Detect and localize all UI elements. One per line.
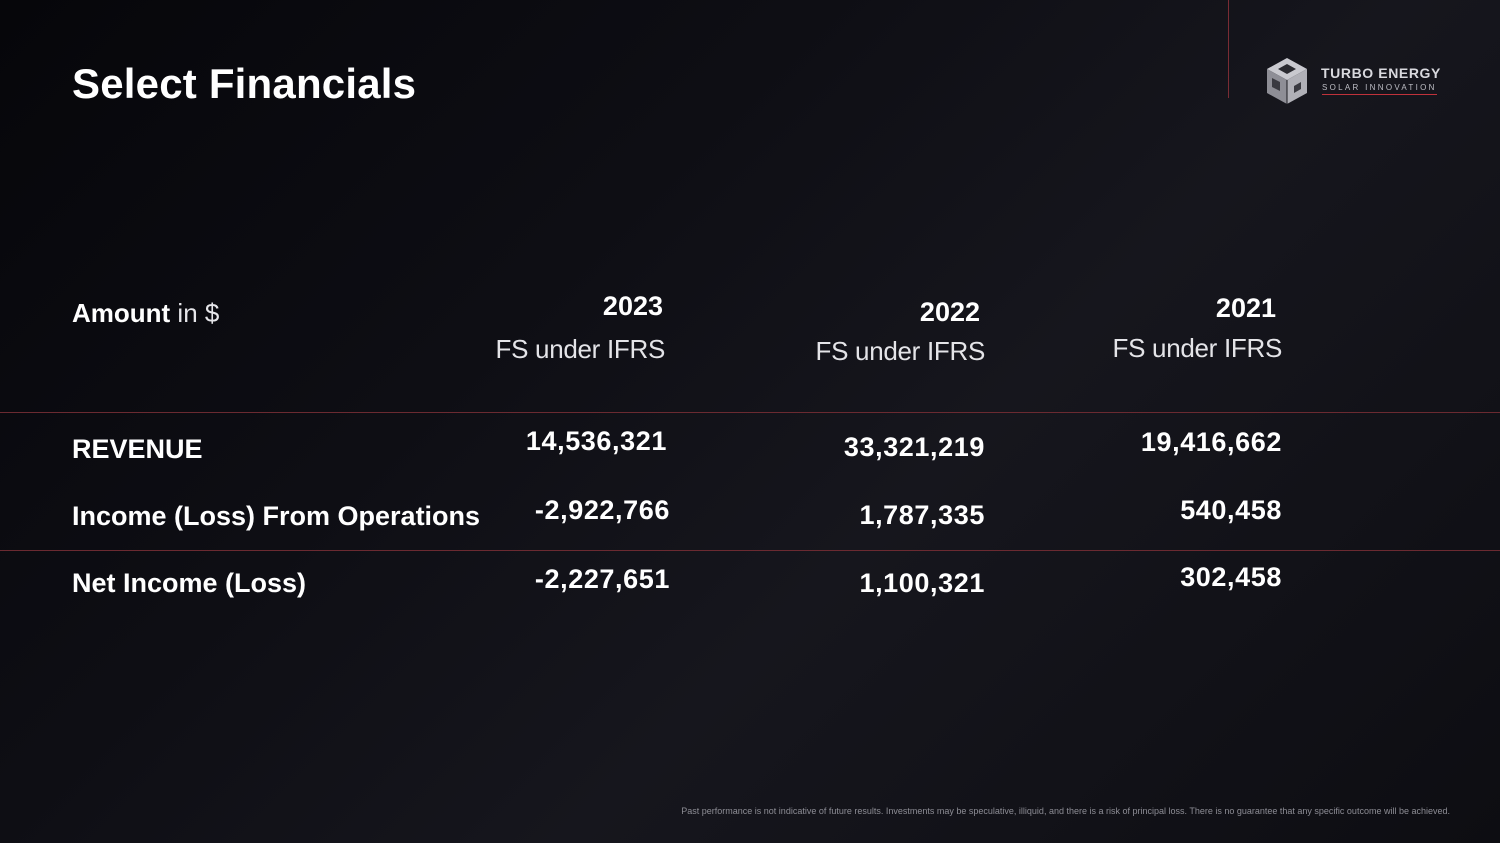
column-year-2023: 2023 [602, 291, 663, 321]
column-basis-2023: FS under IFRS [495, 334, 666, 364]
value-net-income-2021: 302,458 [1180, 562, 1282, 592]
table-divider-middle [0, 550, 1500, 551]
cube-icon [1267, 58, 1307, 104]
value-income-operations-2023: -2,922,766 [534, 495, 670, 525]
row-label-income-from-operations: Income (Loss) From Operations [72, 501, 481, 531]
value-revenue-2021: 19,416,662 [1140, 427, 1282, 457]
column-year-2022: 2022 [919, 297, 980, 327]
logo-tagline: SOLAR INNOVATION [1322, 83, 1437, 95]
column-year-2021: 2021 [1215, 293, 1276, 323]
divider-vertical [1228, 0, 1229, 98]
page-title: Select Financials [72, 60, 417, 107]
amount-label: Amount in $ [72, 298, 219, 329]
row-label-net-income: Net Income (Loss) [72, 568, 307, 598]
table-divider-top [0, 412, 1500, 413]
logo-name: TURBO ENERGY [1321, 65, 1441, 81]
value-income-operations-2022: 1,787,335 [859, 500, 985, 530]
row-label-revenue: REVENUE [72, 434, 203, 464]
company-logo: TURBO ENERGY SOLAR INNOVATION [1264, 56, 1454, 108]
amount-label-bold: Amount [72, 298, 171, 328]
value-revenue-2022: 33,321,219 [843, 432, 985, 462]
value-net-income-2022: 1,100,321 [859, 568, 985, 598]
value-income-operations-2021: 540,458 [1180, 495, 1282, 525]
disclaimer-text: Past performance is not indicative of fu… [681, 806, 1450, 816]
value-revenue-2023: 14,536,321 [525, 426, 667, 456]
value-net-income-2023: -2,227,651 [534, 564, 670, 594]
column-basis-2021: FS under IFRS [1112, 333, 1283, 363]
amount-label-unit: in $ [170, 298, 220, 328]
column-basis-2022: FS under IFRS [815, 336, 986, 366]
